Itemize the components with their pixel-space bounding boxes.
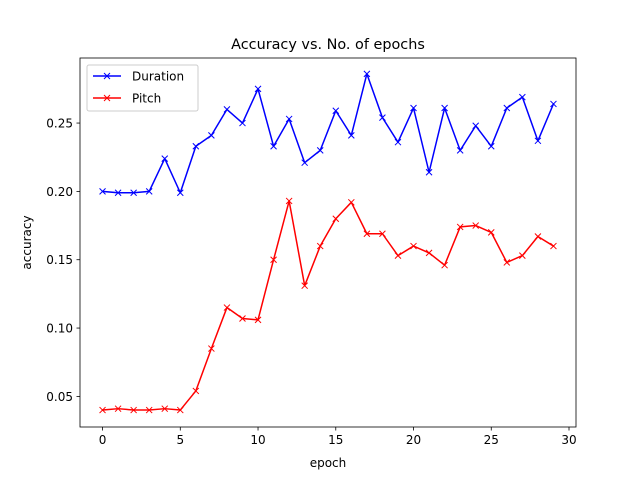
y-axis-ticks: 0.05 0.10 0.15 0.20 0.25 [46, 117, 80, 404]
x-axis-label: epoch [310, 456, 347, 470]
data-point-pitch-23 [456, 223, 464, 231]
data-point-pitch-25 [487, 229, 495, 236]
data-point-pitch-28 [534, 233, 542, 240]
data-point-duration-23 [456, 147, 464, 154]
data-point-duration-21 [425, 168, 433, 176]
legend-label: Duration [132, 70, 184, 84]
data-point-duration-28 [534, 137, 542, 145]
data-point-pitch-11 [270, 256, 277, 264]
series-layer [99, 70, 557, 414]
x-axis-ticks: 0 5 10 15 20 25 30 [99, 427, 577, 447]
x-tick-label: 10 [250, 433, 265, 447]
data-point-duration-12 [285, 115, 293, 123]
data-point-duration-27 [519, 93, 526, 101]
data-point-pitch-0 [99, 406, 106, 414]
data-point-duration-1 [114, 189, 122, 197]
data-point-duration-16 [347, 131, 355, 139]
data-point-duration-26 [503, 104, 511, 112]
x-tick-label: 30 [561, 433, 576, 447]
data-point-pitch-4 [161, 405, 169, 413]
data-point-duration-29 [550, 100, 557, 108]
y-tick-label: 0.10 [46, 322, 73, 336]
data-point-pitch-16 [347, 198, 355, 206]
legend-item-pitch: Pitch [93, 92, 161, 106]
data-point-pitch-18 [379, 230, 386, 238]
data-point-duration-11 [270, 142, 277, 150]
data-point-duration-10 [254, 85, 262, 93]
series-pitch [99, 197, 557, 414]
x-tick-label: 0 [99, 433, 107, 447]
data-point-pitch-20 [410, 242, 417, 250]
data-point-duration-14 [316, 147, 324, 154]
data-point-pitch-2 [130, 406, 137, 414]
data-point-pitch-26 [503, 259, 511, 266]
data-point-pitch-13 [301, 282, 309, 290]
data-point-pitch-14 [316, 242, 324, 250]
data-point-duration-15 [332, 107, 340, 115]
data-point-duration-5 [176, 189, 184, 197]
data-point-pitch-3 [145, 406, 153, 414]
series-line-pitch [101, 200, 555, 411]
series-duration [99, 70, 557, 197]
data-point-pitch-15 [332, 215, 340, 223]
data-point-duration-20 [410, 104, 417, 112]
legend-item-duration: Duration [93, 70, 184, 84]
plot-frame [79, 57, 577, 428]
data-point-pitch-24 [472, 222, 480, 229]
data-point-pitch-29 [550, 242, 557, 250]
data-point-pitch-6 [192, 387, 200, 395]
data-point-pitch-8 [223, 304, 231, 311]
data-point-pitch-22 [441, 261, 448, 269]
data-point-duration-9 [239, 119, 246, 127]
y-tick-label: 0.05 [46, 390, 73, 404]
data-point-duration-19 [394, 138, 402, 146]
y-tick-label: 0.20 [46, 185, 73, 199]
data-point-pitch-7 [208, 345, 215, 352]
data-point-pitch-27 [519, 252, 526, 259]
series-line-duration [101, 73, 555, 194]
data-point-pitch-12 [285, 197, 293, 205]
chart-title: Accuracy vs. No. of epochs [231, 37, 425, 53]
data-point-pitch-17 [363, 230, 371, 238]
y-tick-label: 0.25 [46, 117, 73, 131]
legend-swatch-marker [103, 94, 111, 102]
data-point-pitch-1 [114, 405, 122, 413]
y-tick-label: 0.15 [46, 253, 73, 267]
data-point-pitch-10 [254, 316, 262, 324]
data-point-pitch-9 [239, 315, 246, 322]
data-point-duration-17 [363, 70, 371, 78]
data-point-pitch-5 [176, 406, 184, 414]
legend-label: Pitch [132, 92, 161, 106]
data-point-duration-0 [99, 188, 106, 195]
data-point-duration-18 [379, 114, 386, 121]
data-point-duration-2 [130, 189, 137, 197]
legend: Duration Pitch [86, 64, 199, 112]
data-point-duration-13 [301, 159, 309, 167]
data-point-pitch-21 [425, 249, 433, 257]
data-point-duration-25 [487, 142, 495, 150]
data-point-duration-6 [192, 142, 200, 150]
data-point-duration-22 [441, 104, 448, 112]
data-point-duration-24 [472, 122, 480, 130]
data-point-duration-4 [161, 155, 169, 162]
data-point-duration-3 [145, 188, 153, 195]
x-tick-label: 25 [484, 433, 499, 447]
legend-swatch-marker [103, 72, 111, 80]
x-tick-label: 5 [176, 433, 184, 447]
x-tick-label: 20 [406, 433, 421, 447]
data-point-duration-7 [208, 131, 215, 139]
x-tick-label: 15 [328, 433, 343, 447]
legend-items: Duration Pitch [93, 70, 184, 106]
data-point-duration-8 [223, 106, 231, 113]
y-axis-label: accuracy [20, 215, 34, 269]
data-point-pitch-19 [394, 252, 402, 259]
plot-area [80, 58, 576, 427]
